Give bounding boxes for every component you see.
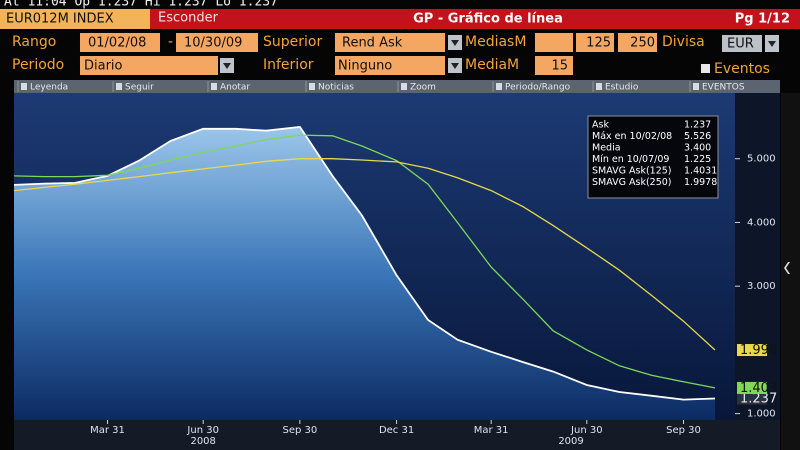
dropdown-arrow	[223, 63, 231, 69]
range-end[interactable]: 10/30/09	[184, 36, 242, 51]
period-label: Periodo	[12, 57, 64, 73]
legend-label: SMAVG Ask(125)	[592, 166, 672, 177]
toolbar-icon	[309, 83, 315, 90]
security-box[interactable]	[0, 9, 150, 29]
y-tick-label: 5.000	[747, 154, 776, 165]
legend-value: 1.4031	[684, 166, 717, 177]
ask-area	[14, 126, 716, 421]
legend-label: Media	[592, 143, 621, 154]
y-tick-label: 4.000	[747, 217, 776, 228]
toolbar-icon	[401, 83, 407, 90]
end-label: 1.998	[740, 343, 777, 358]
y-axis-strip	[735, 93, 780, 420]
events-label[interactable]: Eventos	[714, 61, 770, 77]
ma-lower[interactable]: 15	[551, 59, 568, 74]
x-tick-label: Dec 31	[379, 425, 414, 436]
y-tick-label: 1.000	[747, 409, 776, 420]
legend-value: 5.526	[684, 131, 711, 142]
toolbar	[14, 80, 780, 93]
toolbar-icon	[596, 83, 602, 90]
side-strip	[781, 93, 800, 450]
series-line	[13, 134, 716, 389]
page-indicator: Pg 1/12	[735, 12, 790, 27]
end-label-box	[737, 344, 767, 357]
x-year-label: 2008	[190, 436, 215, 447]
series-line	[13, 125, 716, 401]
period[interactable]: Diario	[84, 59, 123, 74]
currency-field[interactable]	[722, 35, 762, 52]
x-tick-label: Mar 31	[90, 425, 125, 436]
lower-field[interactable]	[335, 56, 445, 75]
ma-lower-label: MediaM	[465, 57, 519, 73]
currency[interactable]: EUR	[727, 37, 754, 52]
security[interactable]: EUR012M INDEX	[6, 12, 114, 27]
y-tick-label: 3.000	[747, 281, 776, 292]
legend-value: 1.225	[684, 154, 711, 165]
toolbar-icon	[211, 83, 217, 90]
end-label: 1.403	[740, 381, 777, 396]
ma-label: MediasM	[465, 34, 526, 50]
legend-value: 3.400	[684, 143, 711, 154]
legend-value: 1.237	[684, 120, 711, 131]
x-axis-strip	[14, 420, 780, 450]
toolbar-button[interactable]: Zoom	[410, 83, 436, 93]
end-label: 1.237	[740, 392, 777, 407]
upper-value[interactable]: Rend Ask	[342, 36, 403, 51]
range-label: Rango	[12, 34, 56, 50]
legend-box	[587, 115, 719, 199]
toolbar-icon	[116, 83, 122, 90]
end-label-box	[737, 381, 767, 394]
legend-label: Máx en 10/02/08	[592, 131, 672, 142]
events-checkbox[interactable]	[701, 64, 710, 73]
x-year-label: 2009	[558, 436, 583, 447]
legend-label: Mín en 10/07/09	[592, 154, 669, 165]
ma-empty-field[interactable]	[535, 33, 573, 52]
collapse-icon[interactable]	[784, 262, 790, 274]
toolbar-button[interactable]: EVENTOS	[702, 83, 745, 93]
x-tick-label: Sep 30	[282, 425, 317, 436]
toolbar-button[interactable]: Seguir	[125, 83, 154, 93]
toolbar-button[interactable]: Noticias	[318, 83, 354, 93]
dropdown-arrow	[451, 63, 459, 69]
lower-label: Inferior	[263, 57, 314, 73]
end-label-box	[737, 392, 767, 405]
ma-1[interactable]: 125	[586, 36, 611, 51]
range-end-field[interactable]	[176, 33, 258, 52]
toolbar-button[interactable]: Leyenda	[30, 83, 68, 93]
toolbar-button[interactable]: Periodo/Rango	[505, 83, 571, 93]
lower-value[interactable]: Ninguno	[338, 59, 392, 74]
series-line	[13, 158, 716, 351]
ma-lower-field[interactable]	[535, 56, 573, 75]
period-field[interactable]	[80, 56, 218, 75]
hide-button[interactable]: Esconder	[158, 11, 219, 26]
x-tick-label: Jun 30	[570, 425, 603, 436]
header-bar	[0, 9, 800, 29]
ma-2-field[interactable]	[618, 33, 657, 52]
dropdown-arrow	[768, 41, 776, 47]
x-tick-label: Mar 31	[474, 425, 509, 436]
ma-2[interactable]: 250	[630, 36, 655, 51]
ticker-line: At 11:04 Op 1.237 Hi 1.237 Lo 1.237	[4, 0, 278, 10]
range-start[interactable]: 01/02/08	[88, 36, 146, 51]
range-start-field[interactable]	[80, 33, 160, 52]
range-sep: -	[168, 34, 173, 50]
toolbar-icon	[496, 83, 502, 90]
x-tick-label: Jun 30	[186, 425, 219, 436]
x-tick-label: Sep 30	[666, 425, 701, 436]
legend-value: 1.9978	[684, 177, 717, 188]
toolbar-icon	[693, 83, 699, 90]
ma-1-field[interactable]	[576, 33, 614, 52]
toolbar-button[interactable]: Estudio	[605, 83, 639, 93]
header-title: GP - Gráfico de línea	[413, 12, 563, 27]
legend-label: SMAVG Ask(250)	[592, 177, 672, 188]
toolbar-icon	[21, 83, 27, 90]
currency-label: Divisa	[662, 34, 705, 50]
dropdown-arrow	[451, 40, 459, 46]
upper-label: Superior	[263, 34, 322, 50]
toolbar-button[interactable]: Anotar	[220, 83, 250, 93]
upper-field[interactable]	[335, 33, 445, 52]
legend-label: Ask	[592, 120, 609, 131]
